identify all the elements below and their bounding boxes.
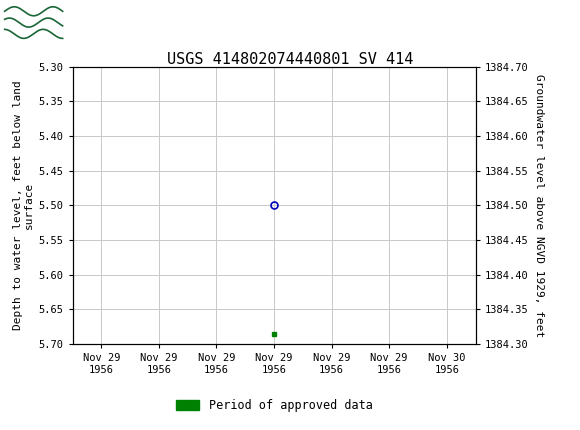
Legend: Period of approved data: Period of approved data [171, 395, 377, 417]
Text: USGS: USGS [102, 12, 170, 33]
Bar [3, 3, 61, 42]
Text: USGS 414802074440801 SV 414: USGS 414802074440801 SV 414 [167, 52, 413, 67]
Y-axis label: Groundwater level above NGVD 1929, feet: Groundwater level above NGVD 1929, feet [534, 74, 544, 337]
Y-axis label: Depth to water level, feet below land
surface: Depth to water level, feet below land su… [13, 80, 34, 330]
